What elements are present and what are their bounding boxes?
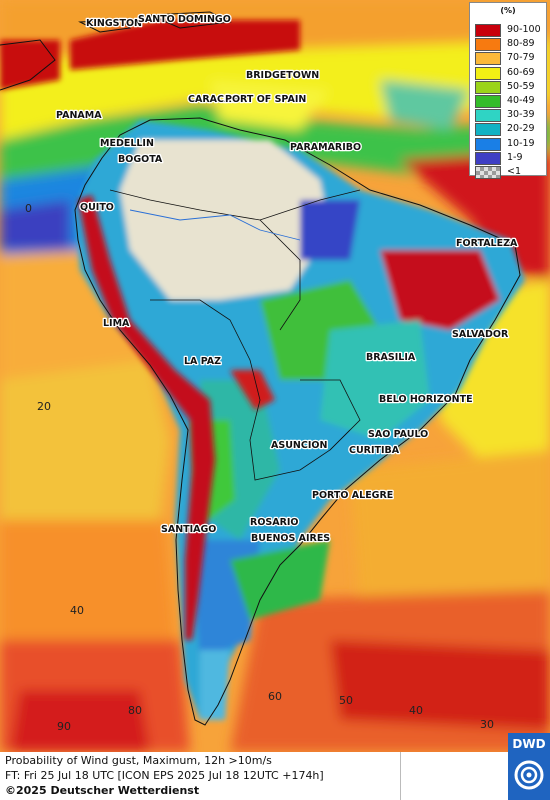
andes-ridge bbox=[0, 20, 300, 640]
lon-label-60: 60 bbox=[268, 690, 282, 703]
footer-divider bbox=[400, 752, 401, 800]
legend-label: 10-19 bbox=[507, 137, 535, 149]
city-asuncion: ASUNCION bbox=[271, 440, 327, 451]
legend-item: 20-29 bbox=[475, 122, 545, 137]
legend-swatch bbox=[475, 95, 501, 108]
legend-item: 1-9 bbox=[475, 151, 545, 165]
legend-label: 90-100 bbox=[507, 24, 541, 35]
city-quito: QUITO bbox=[80, 202, 114, 213]
legend-item: 70-79 bbox=[475, 51, 545, 66]
ocean-bands bbox=[0, 0, 550, 752]
legend-item: 40-49 bbox=[475, 94, 545, 108]
legend-item: 80-89 bbox=[475, 37, 545, 52]
city-paramaribo: PARAMARIBO bbox=[290, 142, 361, 153]
legend-swatch bbox=[475, 38, 501, 52]
rivers bbox=[129, 209, 301, 241]
legend-swatch bbox=[475, 109, 501, 123]
legend-label: 30-39 bbox=[507, 109, 535, 121]
legend-label: 70-79 bbox=[507, 52, 535, 64]
legend-swatch bbox=[475, 66, 501, 80]
legend-swatch bbox=[475, 151, 501, 165]
legend-label: 1-9 bbox=[507, 151, 523, 163]
city-sao-paulo: SAO PAULO bbox=[368, 429, 428, 440]
city-curitiba: CURITIBA bbox=[349, 445, 400, 456]
legend-swatch bbox=[475, 80, 501, 94]
city-fortaleza: FORTALEZA bbox=[456, 238, 518, 249]
footer-product-title: Probability of Wind gust, Maximum, 12h >… bbox=[5, 754, 272, 767]
city-port-of-spain: PORT OF SPAIN bbox=[225, 94, 306, 105]
legend-item: 90-100 bbox=[475, 23, 545, 37]
legend: (%) 90-100 80-89 70-79 60-69 50-59 40-49 30-39… bbox=[469, 2, 547, 179]
legend-label: 80-89 bbox=[507, 38, 535, 50]
city-salvador: SALVADOR bbox=[452, 329, 509, 340]
lat-label-0: 0 bbox=[25, 202, 32, 215]
probability-map: 0 20 40 80 60 50 40 30 90 KINGSTON SANTO… bbox=[0, 0, 550, 752]
dwd-swirl-icon bbox=[514, 760, 544, 790]
legend-item: 60-69 bbox=[475, 66, 545, 80]
city-bridgetown: BRIDGETOWN bbox=[246, 70, 319, 81]
footer-copyright: ©2025 Deutscher Wetterdienst bbox=[5, 784, 200, 797]
city-medellin: MEDELLIN bbox=[100, 138, 154, 149]
footer-forecast-time: FT: Fri 25 Jul 18 UTC [ICON EPS 2025 Jul… bbox=[5, 769, 324, 782]
city-brasilia: BRASILIA bbox=[366, 352, 416, 363]
city-caracas: CARACAS bbox=[188, 94, 238, 105]
lon-label-30: 30 bbox=[480, 718, 494, 731]
legend-item: 50-59 bbox=[475, 80, 545, 94]
city-panama: PANAMA bbox=[56, 110, 102, 121]
lat-label-40: 40 bbox=[70, 604, 84, 617]
legend-swatch bbox=[475, 137, 501, 151]
legend-label: 40-49 bbox=[507, 95, 535, 106]
city-la-paz: LA PAZ bbox=[184, 356, 221, 367]
lon-label-80: 80 bbox=[128, 704, 142, 717]
dwd-logo: DWD bbox=[508, 733, 550, 800]
legend-label: 60-69 bbox=[507, 66, 535, 78]
city-kingston: KINGSTON bbox=[86, 18, 142, 29]
lat-label-20: 20 bbox=[37, 400, 51, 413]
city-santo-domingo: SANTO DOMINGO bbox=[138, 14, 231, 25]
legend-swatch bbox=[475, 24, 501, 37]
legend-label: <1 bbox=[507, 166, 522, 177]
city-porto-alegre: PORTO ALEGRE bbox=[312, 490, 393, 501]
city-bogota: BOGOTA bbox=[118, 154, 163, 165]
footer: Probability of Wind gust, Maximum, 12h >… bbox=[0, 752, 550, 800]
legend-swatch bbox=[475, 166, 501, 179]
legend-swatch bbox=[475, 52, 501, 66]
legend-label: 20-29 bbox=[507, 123, 535, 135]
legend-item: <1 bbox=[475, 165, 545, 179]
city-buenos-aires: BUENOS AIRES bbox=[251, 533, 330, 544]
lon-label-90: 90 bbox=[57, 720, 71, 733]
caribbean-islands bbox=[0, 11, 232, 91]
city-santiago: SANTIAGO bbox=[161, 524, 216, 535]
city-rosario: ROSARIO bbox=[250, 517, 299, 528]
dwd-logo-text: DWD bbox=[512, 737, 546, 751]
legend-label: 50-59 bbox=[507, 80, 535, 92]
city-belo-horizonte: BELO HORIZONTE bbox=[379, 394, 473, 405]
lon-label-40: 40 bbox=[409, 704, 423, 717]
lon-label-50: 50 bbox=[339, 694, 353, 707]
legend-unit: (%) bbox=[500, 6, 516, 15]
legend-item: 10-19 bbox=[475, 137, 545, 151]
city-lima: LIMA bbox=[103, 318, 130, 329]
legend-item: 30-39 bbox=[475, 108, 545, 123]
legend-swatch bbox=[475, 123, 501, 137]
